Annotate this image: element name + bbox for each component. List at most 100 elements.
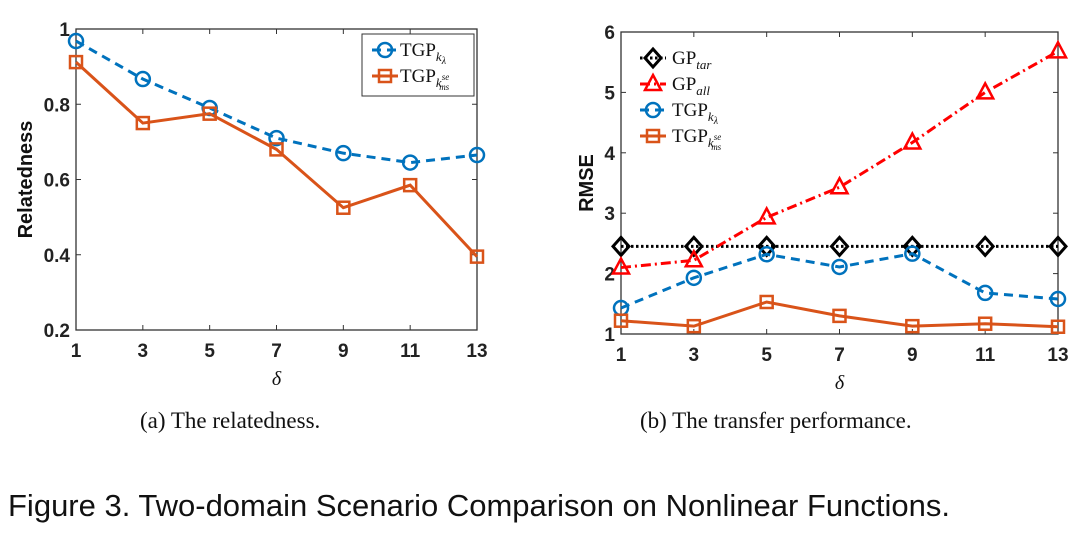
data-point <box>269 142 284 157</box>
x-tick-label: 7 <box>834 345 845 366</box>
legend-marker <box>642 72 664 92</box>
y-tick-label: 0.8 <box>44 95 70 116</box>
data-point <box>977 316 993 331</box>
legend-label-base: TGP <box>400 66 436 87</box>
data-point <box>67 32 85 50</box>
x-tick-label: 7 <box>271 341 282 362</box>
data-point <box>468 146 486 164</box>
legend-label-subsup: se <box>442 72 450 82</box>
x-tick-label: 5 <box>204 341 215 362</box>
x-axis-label: δ <box>835 372 845 394</box>
data-point <box>756 205 777 225</box>
data-point <box>1047 235 1069 258</box>
legend-label-sub: k <box>436 49 442 64</box>
data-point <box>758 246 775 263</box>
data-point <box>686 318 702 334</box>
y-tick-label: 0.6 <box>44 171 70 192</box>
data-point <box>829 235 850 258</box>
legend-label: TGPkλ <box>400 40 447 67</box>
caption-a: (a) The relatedness. <box>140 408 321 433</box>
data-point <box>829 175 850 195</box>
data-point <box>683 235 704 258</box>
series-line <box>75 39 478 165</box>
series-gp-tar: GPtar <box>610 46 1069 258</box>
x-tick-label: 1 <box>71 341 82 362</box>
series-line <box>620 252 1059 310</box>
data-point <box>202 106 217 121</box>
x-tick-label: 9 <box>907 345 918 366</box>
data-point <box>268 129 285 147</box>
caption-b: (b) The transfer performance. <box>640 408 912 433</box>
y-tick-label: 0.4 <box>44 246 71 267</box>
data-point <box>904 245 921 262</box>
data-point <box>831 258 848 276</box>
data-point <box>335 144 352 162</box>
y-tick-label: 5 <box>604 83 615 104</box>
data-point <box>976 284 994 302</box>
data-point <box>1047 39 1069 59</box>
legend-label-sub: tar <box>696 57 712 72</box>
data-point <box>759 294 774 310</box>
series-tgp-k: TGPkse ms <box>68 54 485 264</box>
x-axis-label: δ <box>272 368 282 390</box>
legend-label: TGPkλ <box>672 100 719 127</box>
series-tgp-k: TGPkλ <box>612 100 1067 317</box>
legend-marker <box>376 41 394 59</box>
data-point <box>610 255 632 275</box>
legend-label-base: GP <box>672 48 696 69</box>
y-axis-label: RMSE <box>576 154 598 212</box>
y-tick-label: 1 <box>59 20 70 41</box>
legend-label-subsub: λ <box>441 56 447 67</box>
data-point <box>905 318 920 334</box>
rmse-chart: 1 3 5 7 9 11 13123456RMSEδGPtarGPallTGPkλTGPks… <box>576 23 1069 394</box>
y-tick-label: 1 <box>604 325 615 346</box>
x-tick-label: 3 <box>689 345 700 366</box>
data-point <box>135 115 151 131</box>
data-point <box>68 54 84 70</box>
data-point <box>832 308 847 324</box>
y-tick-label: 6 <box>604 23 615 44</box>
data-point <box>975 80 996 100</box>
series-line <box>620 300 1059 329</box>
relatedness-chart: 1 3 5 7 9 11 130.20.40.60.81RelatednessδTGPkλT… <box>15 20 488 390</box>
legend-label-sub: all <box>696 83 710 98</box>
legend-label: TGPkse ms <box>672 126 722 152</box>
y-tick-label: 2 <box>604 265 615 286</box>
x-tick-label: 13 <box>1047 345 1068 366</box>
x-tick-label: 11 <box>975 345 996 366</box>
figure-caption: Figure 3. Two-domain Scenario Comparison… <box>8 488 950 523</box>
legend-label-subsub: λ <box>713 116 719 127</box>
data-point <box>613 313 629 328</box>
data-point <box>902 235 923 258</box>
x-tick-label: 5 <box>761 345 772 366</box>
series-gp-all: GPall <box>610 39 1069 275</box>
data-point <box>683 248 704 268</box>
data-point <box>902 130 923 150</box>
x-tick-label: 9 <box>338 341 349 362</box>
legend-label-base: TGP <box>672 100 708 121</box>
legend-label-base: TGP <box>672 126 708 147</box>
legend-marker <box>644 101 662 119</box>
legend-label: TGPkse ms <box>400 66 450 92</box>
data-point <box>610 235 632 258</box>
legend-marker <box>377 68 393 84</box>
legend-label: GPtar <box>672 48 712 72</box>
y-tick-label: 0.2 <box>44 321 70 342</box>
data-point <box>336 200 351 215</box>
series-line <box>74 61 479 258</box>
data-point <box>1050 319 1066 335</box>
legend-label-base: GP <box>672 74 696 95</box>
legend-label: GPall <box>672 74 710 98</box>
data-point <box>134 70 152 88</box>
legend-label-base: TGP <box>400 40 436 61</box>
data-point <box>402 177 418 193</box>
data-point <box>469 249 485 264</box>
legend-label-subsub: ms <box>711 142 721 152</box>
y-axis-label: Relatedness <box>15 121 37 239</box>
legend-label-sub: k <box>708 135 714 150</box>
x-tick-label: 11 <box>400 341 421 362</box>
legend-label-subsub: ms <box>439 82 449 92</box>
legend-marker <box>645 128 661 144</box>
legend-label-sub: k <box>708 109 714 124</box>
